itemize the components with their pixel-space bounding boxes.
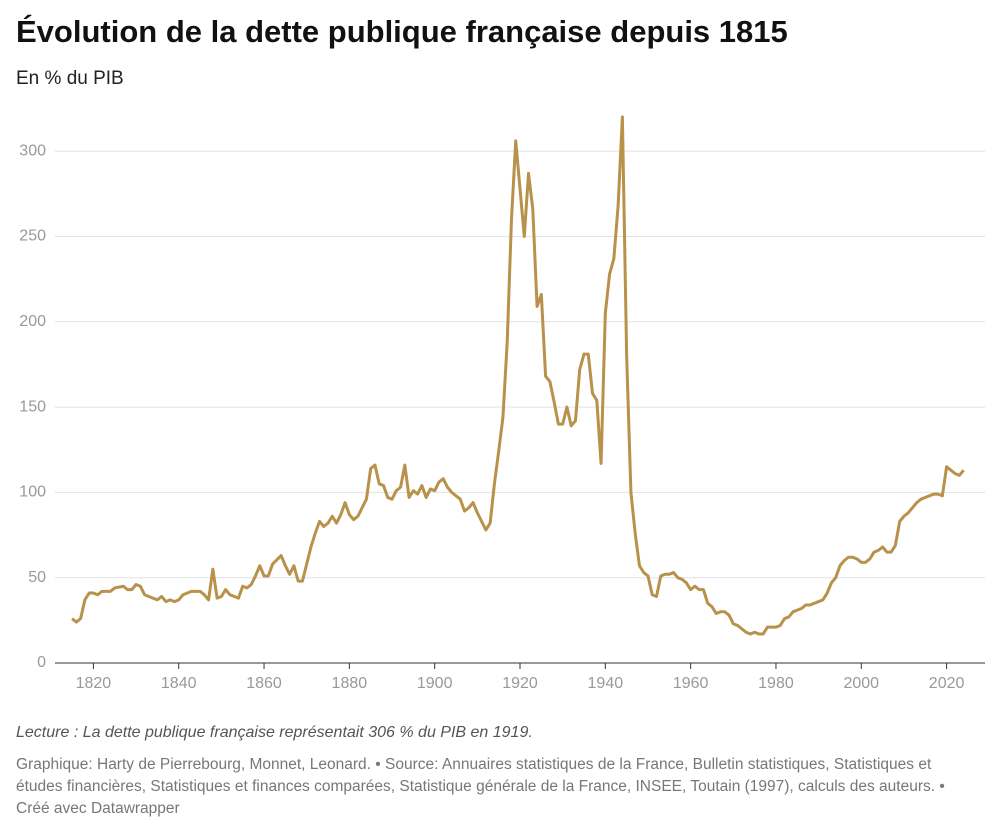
x-tick-label: 1820: [76, 675, 112, 692]
x-tick-label: 1900: [417, 675, 453, 692]
x-tick-label: 1860: [246, 675, 282, 692]
source: Graphique: Harty de Pierrebourg, Monnet,…: [16, 756, 945, 817]
data-line: [71, 115, 965, 636]
x-tick-label: 2020: [929, 675, 965, 692]
note: Lecture : La dette publique française re…: [16, 724, 533, 741]
y-tick-label: 200: [19, 313, 46, 330]
y-tick-label: 300: [19, 142, 46, 159]
y-tick-label: 100: [19, 484, 46, 501]
x-tick-label: 1880: [332, 675, 368, 692]
x-tick-label: 2000: [843, 675, 879, 692]
chart-subtitle: En % du PIB: [16, 68, 124, 89]
x-tick-label: 1920: [502, 675, 538, 692]
x-tick-label: 1940: [588, 675, 624, 692]
y-tick-label: 250: [19, 228, 46, 245]
y-tick-label: 0: [37, 654, 46, 671]
y-tick-label: 150: [19, 398, 46, 415]
x-tick-label: 1960: [673, 675, 709, 692]
y-tick-label: 50: [28, 569, 46, 586]
x-tick-label: 1840: [161, 675, 197, 692]
x-tick-label: 1980: [758, 675, 794, 692]
chart-title: Évolution de la dette publique française…: [16, 14, 788, 49]
chart: 0 50 100 150 200 250 300 1820 1840 1860 1880 1900 19…: [19, 115, 985, 692]
